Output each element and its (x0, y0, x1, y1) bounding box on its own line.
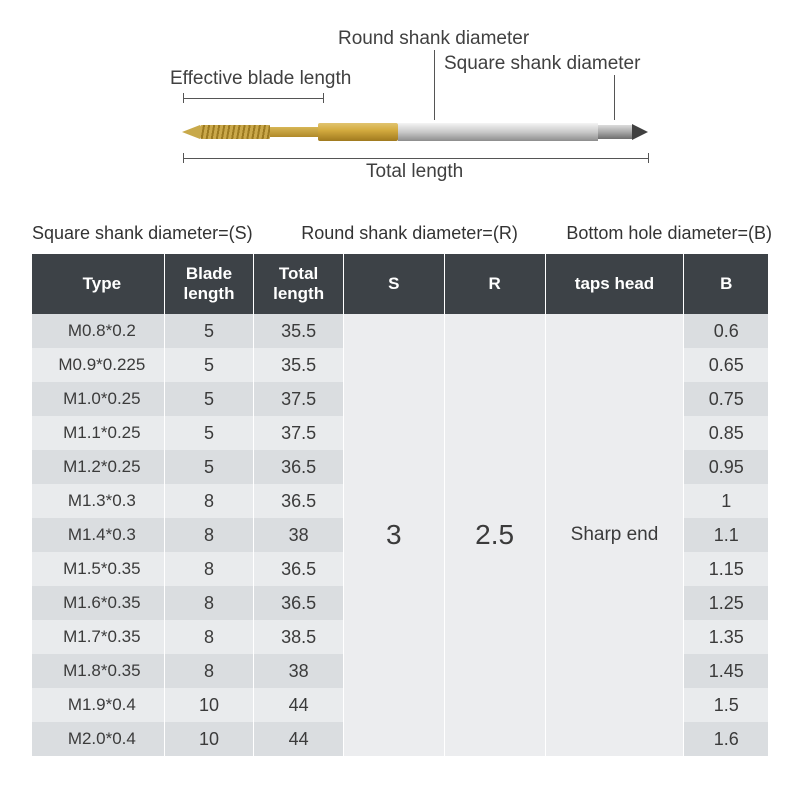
cell-total: 44 (254, 722, 344, 756)
cell-b: 1.45 (684, 654, 768, 688)
table-header-row: Type Blade length Total length S R taps … (32, 254, 768, 314)
th-b: B (684, 254, 768, 314)
cell-b: 1.15 (684, 552, 768, 586)
cell-b: 0.6 (684, 314, 768, 348)
tap-tool-illustration (200, 121, 640, 143)
cell-type: M1.8*0.35 (32, 654, 164, 688)
cell-b: 1 (684, 484, 768, 518)
cell-blade: 8 (164, 552, 254, 586)
cell-blade: 5 (164, 348, 254, 382)
cell-b: 1.5 (684, 688, 768, 722)
cell-r-merged: 2.5 (444, 314, 545, 756)
cell-blade: 8 (164, 484, 254, 518)
cell-total: 38.5 (254, 620, 344, 654)
cell-blade: 8 (164, 620, 254, 654)
cell-tapshead-merged: Sharp end (545, 314, 684, 756)
cell-total: 35.5 (254, 314, 344, 348)
cell-total: 36.5 (254, 586, 344, 620)
label-round-shank: Round shank diameter (338, 28, 529, 50)
cell-type: M1.2*0.25 (32, 450, 164, 484)
cell-type: M1.3*0.3 (32, 484, 164, 518)
cell-total: 44 (254, 688, 344, 722)
cell-type: M1.6*0.35 (32, 586, 164, 620)
cell-total: 38 (254, 518, 344, 552)
cell-type: M0.9*0.225 (32, 348, 164, 382)
label-total-length: Total length (366, 161, 463, 183)
cell-type: M1.4*0.3 (32, 518, 164, 552)
cell-total: 36.5 (254, 552, 344, 586)
cell-type: M1.5*0.35 (32, 552, 164, 586)
cell-b: 1.35 (684, 620, 768, 654)
cell-b: 0.95 (684, 450, 768, 484)
cell-total: 38 (254, 654, 344, 688)
cell-type: M2.0*0.4 (32, 722, 164, 756)
cell-b: 0.65 (684, 348, 768, 382)
label-square-shank: Square shank diameter (444, 53, 640, 75)
diagram: Round shank diameter Square shank diamet… (0, 28, 800, 208)
cell-blade: 8 (164, 586, 254, 620)
spec-table: Type Blade length Total length S R taps … (32, 254, 768, 756)
cell-blade: 8 (164, 518, 254, 552)
cell-b: 0.75 (684, 382, 768, 416)
table-row: M0.8*0.2535.532.5Sharp end0.6 (32, 314, 768, 348)
cell-type: M1.0*0.25 (32, 382, 164, 416)
cell-blade: 10 (164, 688, 254, 722)
th-taps: taps head (545, 254, 684, 314)
cell-blade: 8 (164, 654, 254, 688)
cell-total: 35.5 (254, 348, 344, 382)
cell-type: M0.8*0.2 (32, 314, 164, 348)
legend-b: Bottom hole diameter=(B) (566, 223, 772, 244)
legend-r: Round shank diameter=(R) (301, 223, 518, 244)
cell-total: 37.5 (254, 416, 344, 450)
cell-blade: 5 (164, 416, 254, 450)
cell-blade: 5 (164, 314, 254, 348)
cell-type: M1.9*0.4 (32, 688, 164, 722)
th-s: S (343, 254, 444, 314)
cell-total: 36.5 (254, 450, 344, 484)
cell-type: M1.7*0.35 (32, 620, 164, 654)
label-blade-length: Effective blade length (170, 68, 351, 90)
legend-s: Square shank diameter=(S) (32, 223, 253, 244)
cell-b: 1.1 (684, 518, 768, 552)
cell-b: 1.6 (684, 722, 768, 756)
cell-b: 0.85 (684, 416, 768, 450)
th-type: Type (32, 254, 164, 314)
th-blade: Blade length (164, 254, 254, 314)
th-total: Total length (254, 254, 344, 314)
cell-total: 37.5 (254, 382, 344, 416)
cell-type: M1.1*0.25 (32, 416, 164, 450)
cell-total: 36.5 (254, 484, 344, 518)
cell-blade: 5 (164, 450, 254, 484)
cell-blade: 10 (164, 722, 254, 756)
cell-blade: 5 (164, 382, 254, 416)
legend-row: Square shank diameter=(S) Round shank di… (0, 223, 800, 244)
th-r: R (444, 254, 545, 314)
cell-b: 1.25 (684, 586, 768, 620)
cell-s-merged: 3 (343, 314, 444, 756)
